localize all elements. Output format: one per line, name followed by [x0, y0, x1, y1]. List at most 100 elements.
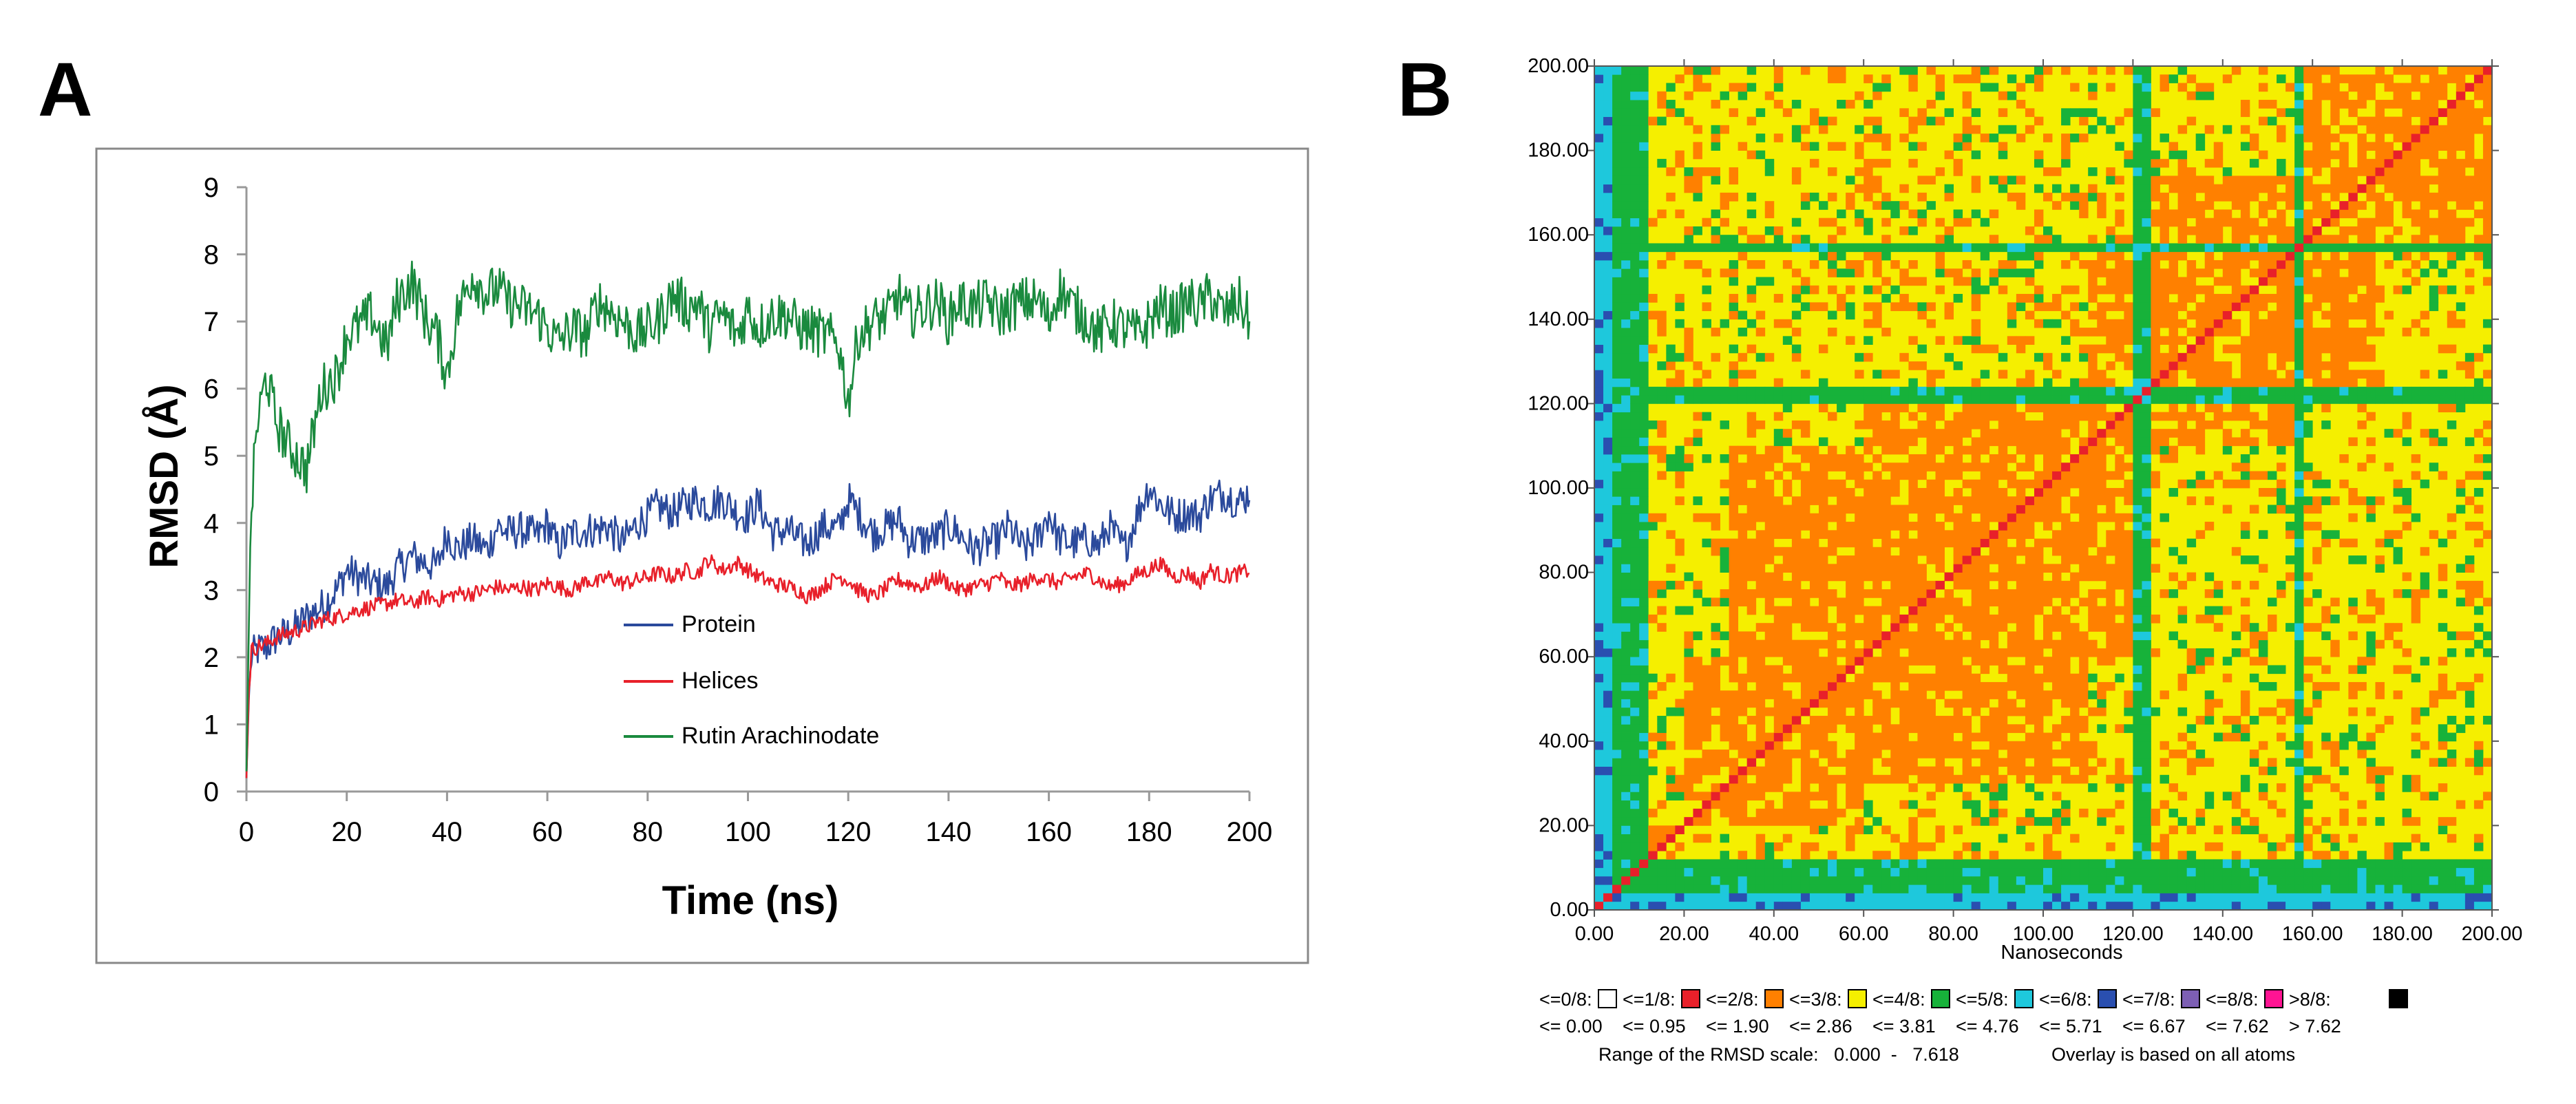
- heatmap-cell: [2205, 252, 2214, 261]
- heatmap-cell: [2339, 851, 2348, 860]
- heatmap-cell: [1908, 555, 1917, 564]
- heatmap-cell: [2169, 142, 2178, 151]
- heatmap-cell: [1819, 555, 1828, 564]
- heatmap-cell: [1963, 859, 1972, 868]
- heatmap-cell: [1774, 708, 1783, 716]
- heatmap-cell: [2070, 547, 2079, 556]
- heatmap-cell: [2070, 454, 2079, 463]
- heatmap-cell: [1657, 361, 1666, 370]
- heatmap-cell: [2178, 733, 2187, 742]
- heatmap-cell: [1926, 893, 1935, 902]
- heatmap-cell: [2223, 302, 2232, 311]
- heatmap-cell: [1612, 226, 1621, 235]
- heatmap-cell: [1657, 884, 1666, 893]
- heatmap-cell: [2133, 657, 2142, 666]
- heatmap-cell: [1684, 817, 1693, 826]
- heatmap-cell: [2097, 446, 2106, 455]
- heatmap-cell: [2043, 361, 2052, 370]
- heatmap-cell: [1630, 403, 1639, 412]
- heatmap-cell: [1801, 876, 1810, 885]
- heatmap-cell: [1855, 421, 1864, 429]
- heatmap-cell: [2268, 421, 2277, 429]
- heatmap-cell: [2232, 868, 2241, 877]
- heatmap-cell: [1864, 134, 1872, 142]
- heatmap-cell: [2277, 902, 2285, 911]
- heatmap-cell: [1720, 421, 1729, 429]
- heatmap-cell: [1881, 547, 1890, 556]
- heatmap-cell: [1864, 336, 1872, 345]
- heatmap-cell: [2133, 286, 2142, 295]
- heatmap-cell: [1837, 403, 1846, 412]
- heatmap-cell: [1612, 724, 1621, 733]
- heatmap-cell: [2106, 859, 2115, 868]
- heatmap-cell: [2052, 421, 2061, 429]
- heatmap-cell: [1989, 859, 1998, 868]
- heatmap-cell: [1693, 83, 1702, 92]
- heatmap-cell: [1756, 260, 1765, 269]
- heatmap-cell: [1972, 151, 1981, 160]
- heatmap-cell: [2088, 277, 2097, 286]
- heatmap-cell: [2016, 623, 2025, 632]
- heatmap-cell: [2007, 708, 2016, 716]
- heatmap-cell: [1837, 66, 1846, 75]
- heatmap-cell: [1908, 817, 1917, 826]
- heatmap-cell: [2124, 159, 2133, 168]
- heatmap-cell: [2196, 437, 2205, 446]
- heatmap-cell: [1864, 876, 1872, 885]
- heatmap-cell: [1890, 859, 1899, 868]
- heatmap-cell: [1783, 547, 1792, 556]
- heatmap-cell: [2061, 800, 2070, 809]
- heatmap-cell: [1621, 522, 1630, 531]
- heatmap-cell: [1881, 522, 1890, 531]
- heatmap-cell: [2241, 437, 2250, 446]
- heatmap-cell: [1594, 167, 1603, 176]
- heatmap-cell: [1603, 657, 1612, 666]
- heatmap-cell: [1989, 648, 1998, 657]
- heatmap-cell: [1864, 421, 1872, 429]
- heatmap-cell: [1693, 876, 1702, 885]
- heatmap-cell: [2259, 834, 2268, 843]
- heatmap-cell: [1828, 66, 1837, 75]
- heatmap-cell: [1846, 631, 1855, 640]
- heatmap-cell: [1594, 902, 1603, 911]
- heatmap-cell: [2277, 209, 2285, 218]
- heatmap-cell: [1837, 294, 1846, 303]
- heatmap-cell: [2052, 294, 2061, 303]
- heatmap-cell: [1738, 488, 1747, 497]
- heatmap-cell: [2178, 286, 2187, 295]
- heatmap-cell: [1899, 243, 1908, 252]
- heatmap-cell: [2043, 876, 2052, 885]
- heatmap-cell: [2133, 834, 2142, 843]
- heatmap-cell: [2007, 606, 2016, 615]
- heatmap-cell: [2241, 775, 2250, 784]
- heatmap-cell: [2169, 893, 2178, 902]
- heatmap-cell: [2034, 151, 2043, 160]
- heatmap-cell: [1711, 243, 1720, 252]
- heatmap-cell: [2321, 328, 2330, 337]
- heatmap-cell: [1963, 403, 1972, 412]
- heatmap-cell: [1846, 176, 1855, 184]
- heatmap-cell: [2025, 268, 2034, 277]
- heatmap-cell: [1603, 573, 1612, 582]
- heatmap-cell: [1801, 480, 1810, 489]
- heatmap-cell: [1756, 573, 1765, 582]
- heatmap-cell: [1945, 597, 1954, 606]
- heatmap-cell: [2330, 902, 2339, 911]
- heatmap-cell: [2250, 505, 2259, 514]
- heatmap-cell: [1603, 319, 1612, 328]
- heatmap-cell: [1936, 463, 1945, 471]
- heatmap-cell: [2061, 665, 2070, 674]
- heatmap-cell: [1720, 555, 1729, 564]
- heatmap-cell: [1621, 294, 1630, 303]
- heatmap-cell: [1963, 74, 1972, 83]
- heatmap-cell: [1639, 361, 1648, 370]
- heatmap-cell: [1630, 876, 1639, 885]
- heatmap-cell: [2321, 631, 2330, 640]
- heatmap-cell: [2025, 505, 2034, 514]
- heatmap-cell: [1693, 361, 1702, 370]
- heatmap-cell: [1908, 868, 1917, 877]
- heatmap-cell: [1801, 809, 1810, 818]
- heatmap-cell: [2034, 597, 2043, 606]
- heatmap-cell: [1908, 741, 1917, 750]
- heatmap-cell: [2277, 379, 2285, 388]
